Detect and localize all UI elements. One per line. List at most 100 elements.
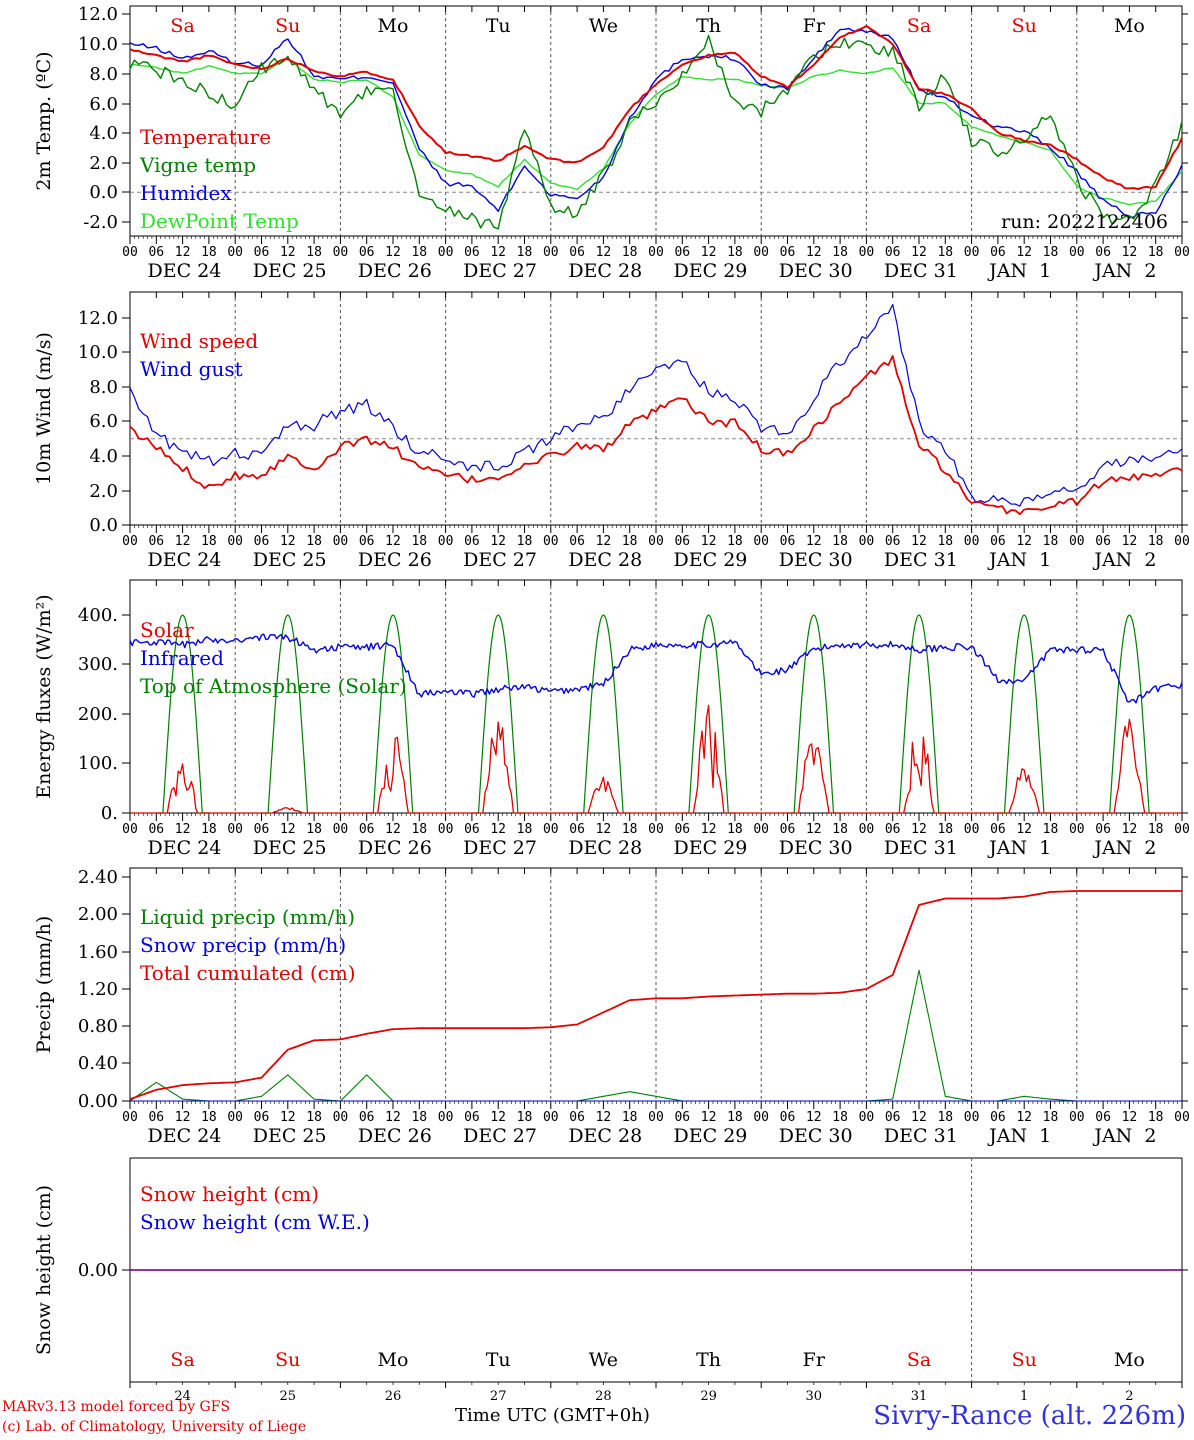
hour-tick-label: 06 [1095, 822, 1111, 837]
y-tick-label: 8.0 [89, 64, 118, 85]
hour-tick-label: 06 [990, 534, 1006, 549]
y-tick-label: 1.20 [78, 979, 118, 1000]
solar-surface-curve [130, 704, 1182, 814]
hour-tick-label: 12 [1122, 534, 1138, 549]
y-tick-label: 2.40 [78, 867, 118, 888]
day-name-label: Th [696, 15, 721, 37]
hour-tick-label: 12 [1016, 822, 1032, 837]
hour-tick-label: 06 [569, 534, 585, 549]
date-label: JAN 1 [987, 1125, 1051, 1147]
hour-tick-label: 12 [701, 245, 717, 260]
hour-tick-label: 06 [254, 1110, 270, 1125]
liquid-precip-curve [129, 969, 1182, 1102]
hour-tick-label: 18 [201, 822, 217, 837]
hour-tick-label: 00 [648, 822, 664, 837]
hour-tick-label: 00 [122, 1110, 138, 1125]
hour-tick-label: 12 [701, 822, 717, 837]
hour-tick-label: 00 [438, 822, 454, 837]
hour-tick-label: 12 [1016, 1110, 1032, 1125]
day-name-label: Fr [803, 1349, 826, 1371]
hour-tick-label: 00 [1174, 822, 1190, 837]
hour-tick-label: 00 [1069, 1110, 1085, 1125]
date-label: DEC 29 [674, 837, 748, 859]
hour-tick-label: 06 [148, 1110, 164, 1125]
y-tick-label: 0.80 [78, 1016, 118, 1037]
date-label: DEC 28 [568, 260, 642, 282]
hour-tick-label: 06 [780, 822, 796, 837]
hour-tick-label: 12 [490, 822, 506, 837]
hour-tick-label: 18 [727, 245, 743, 260]
day-name-label: Sa [170, 1349, 194, 1371]
hour-tick-label: 12 [175, 245, 191, 260]
date-label: DEC 27 [463, 1125, 537, 1147]
hour-tick-label: 18 [622, 822, 638, 837]
hour-tick-label: 12 [701, 534, 717, 549]
date-label: DEC 29 [674, 260, 748, 282]
hour-tick-label: 00 [122, 534, 138, 549]
cumulated-precip-curve [129, 890, 1182, 1100]
hour-tick-label: 06 [674, 822, 690, 837]
hour-tick-label: 00 [227, 534, 243, 549]
hour-tick-label: 00 [753, 1110, 769, 1125]
date-label: DEC 27 [463, 260, 537, 282]
y-axis-label: Snow height (cm) [33, 1185, 55, 1355]
day-number-label: 26 [385, 1389, 402, 1404]
hour-tick-label: 18 [727, 534, 743, 549]
hour-tick-label: 18 [201, 1110, 217, 1125]
hour-tick-label: 06 [569, 1110, 585, 1125]
hour-tick-label: 12 [175, 822, 191, 837]
hour-tick-label: 12 [596, 245, 612, 260]
y-axis-label: Precip (mm/h) [33, 916, 55, 1054]
hour-tick-label: 12 [596, 822, 612, 837]
day-name-label: Sa [907, 1349, 931, 1371]
y-tick-label: 8.0 [89, 377, 118, 398]
hour-tick-label: 18 [622, 534, 638, 549]
hour-tick-label: 18 [1043, 822, 1059, 837]
hour-tick-label: 00 [543, 245, 559, 260]
hour-tick-label: 12 [1016, 245, 1032, 260]
hour-tick-label: 12 [1122, 245, 1138, 260]
wind-series-wind-speed [129, 354, 1183, 516]
hour-tick-label: 12 [911, 534, 927, 549]
hour-tick-label: 00 [1069, 245, 1085, 260]
date-label: JAN 2 [1092, 837, 1156, 859]
hour-tick-label: 06 [885, 534, 901, 549]
hour-tick-label: 12 [385, 534, 401, 549]
lab-credit: (c) Lab. of Climatology, University of L… [2, 1419, 307, 1435]
hour-tick-label: 06 [464, 822, 480, 837]
y-tick-label: 2.0 [89, 481, 118, 502]
y-tick-label: 4.0 [89, 123, 118, 144]
temp-series-dewpoint-temp [129, 57, 1183, 206]
y-tick-label: 0.0 [89, 182, 118, 203]
day-number-label: 31 [911, 1389, 928, 1404]
hour-tick-label: 06 [464, 245, 480, 260]
hour-tick-label: 18 [517, 534, 533, 549]
temp-series-vigne-temp [129, 34, 1183, 230]
date-label: DEC 30 [779, 837, 853, 859]
hour-tick-label: 06 [148, 534, 164, 549]
station-name: Sivry-Rance (alt. 226m) [873, 1401, 1186, 1431]
hour-tick-label: 18 [306, 245, 322, 260]
hour-tick-label: 00 [333, 534, 349, 549]
y-tick-label: 2.00 [78, 904, 118, 925]
day-name-label: Th [696, 1349, 721, 1371]
hour-tick-label: 06 [148, 822, 164, 837]
legend-entry: Total cumulated (cm) [140, 961, 356, 985]
y-tick-label: -2.0 [83, 212, 118, 233]
hour-tick-label: 18 [411, 822, 427, 837]
hour-tick-label: 12 [701, 1110, 717, 1125]
day-name-label: Sa [907, 15, 931, 37]
hour-tick-label: 06 [1095, 245, 1111, 260]
date-label: JAN 2 [1092, 260, 1156, 282]
hour-tick-label: 12 [806, 1110, 822, 1125]
hour-tick-label: 18 [1148, 1110, 1164, 1125]
hour-tick-label: 06 [1095, 534, 1111, 549]
hour-tick-label: 06 [674, 1110, 690, 1125]
hour-tick-label: 18 [937, 1110, 953, 1125]
hour-tick-label: 18 [832, 245, 848, 260]
day-name-label: Su [1012, 1349, 1037, 1371]
hour-tick-label: 06 [464, 1110, 480, 1125]
day-name-label: Mo [378, 1349, 409, 1371]
hour-tick-label: 00 [1174, 1110, 1190, 1125]
